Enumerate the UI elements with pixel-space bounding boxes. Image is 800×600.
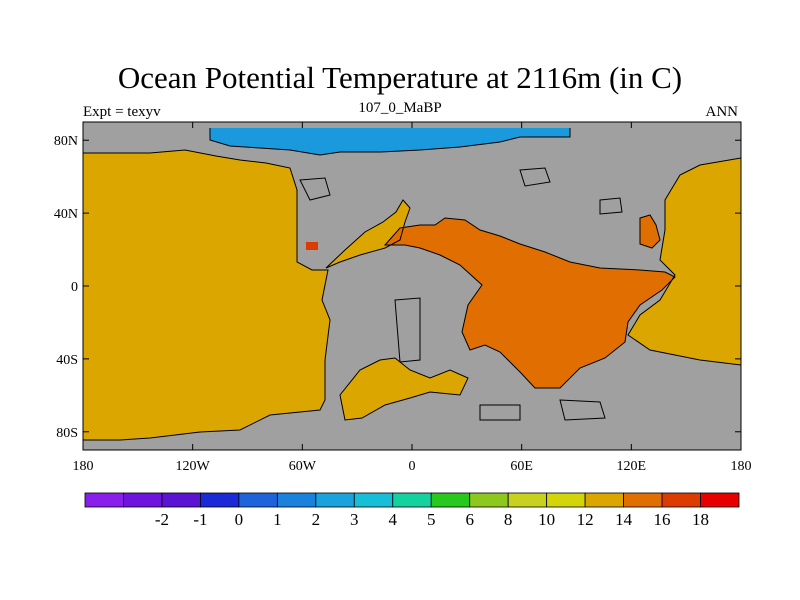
ocean-region-pacific-east: [628, 158, 741, 365]
colorbar-swatch: [546, 492, 586, 508]
ocean-region-pacific-west: [83, 150, 330, 440]
colorbar-label: 3: [350, 510, 359, 529]
colorbar-swatch: [392, 492, 432, 508]
colorbar-label: 10: [538, 510, 555, 529]
coastline-tethys: [383, 217, 676, 389]
x-tick-label: 120E: [617, 459, 647, 474]
time-label: 107_0_MaBP: [358, 100, 442, 116]
experiment-label: Expt = texyv: [83, 104, 161, 120]
colorbar-label: 12: [577, 510, 594, 529]
y-tick-label: 80N: [54, 134, 78, 149]
coastlines: [83, 128, 741, 441]
colorbar-label: 6: [465, 510, 474, 529]
y-tick-label: 80S: [56, 426, 78, 441]
coastline-inland-lakes: [299, 167, 623, 421]
colorbar-swatch: [276, 492, 317, 508]
ocean-region-tethys-east: [640, 215, 660, 248]
coastline-pacific-east: [627, 157, 741, 366]
season-label: ANN: [705, 104, 739, 120]
colorbar-swatch: [469, 492, 509, 508]
ocean-region-atlantic-south: [340, 358, 468, 420]
y-tick-label: 40N: [54, 207, 78, 222]
colorbar-swatch: [238, 492, 278, 508]
colorbar-swatch: [84, 492, 124, 508]
coastline-americas: [83, 149, 331, 441]
ocean-warm-spot: [306, 242, 318, 250]
colorbar-label: -2: [155, 510, 169, 529]
colorbar-swatch: [700, 492, 740, 508]
colorbar-swatch: [123, 492, 163, 508]
colorbar-label: -1: [193, 510, 207, 529]
colorbar-swatch: [507, 492, 548, 508]
ocean-region-atlantic-north: [326, 200, 410, 268]
colorbar-label: 8: [504, 510, 513, 529]
colorbar-swatch: [584, 492, 624, 508]
x-tick-label: 180: [731, 459, 752, 474]
colorbar-swatch: [161, 492, 201, 508]
colorbar-swatch: [200, 492, 240, 508]
map-title: Ocean Potential Temperature at 2116m (in…: [117, 60, 683, 95]
colorbar-label: 0: [235, 510, 244, 529]
x-tick-label: 180: [73, 459, 94, 474]
colorbar-swatch: [353, 492, 394, 508]
coastline-atlantic-north: [325, 199, 411, 269]
x-tick-label: 60W: [289, 459, 317, 474]
ocean-region-tethys: [385, 218, 675, 388]
colorbar-label: 2: [312, 510, 321, 529]
y-tick-label: 40S: [56, 353, 78, 368]
x-tick-label: 60E: [510, 459, 533, 474]
colorbar-swatch: [315, 492, 355, 508]
ocean-region-arctic: [210, 128, 570, 155]
colorbar-label: 18: [692, 510, 709, 529]
colorbar-label: 1: [273, 510, 282, 529]
colorbar-label: 16: [654, 510, 671, 529]
map-field: [83, 122, 741, 450]
colorbar: -2 -1 0 1 2 3 4 5 6 8 10 12 14 16 18: [84, 492, 740, 529]
colorbar-swatch: [661, 492, 701, 508]
colorbar-label: 4: [389, 510, 398, 529]
coastline-tethys-east: [639, 214, 661, 249]
colorbar-label: 5: [427, 510, 436, 529]
y-tick-label: 0: [71, 280, 78, 295]
coastline-arctic: [209, 128, 571, 156]
x-tick-label: 120W: [176, 459, 211, 474]
x-tick-label: 0: [409, 459, 416, 474]
coastline-atlantic-south: [339, 357, 469, 421]
colorbar-swatch: [623, 492, 663, 508]
colorbar-swatch: [430, 492, 471, 508]
map-axis: 180 120W 60W 0 60E 120E 180 80N 40N 0 40S 80S: [54, 122, 752, 474]
colorbar-label: 14: [615, 510, 633, 529]
